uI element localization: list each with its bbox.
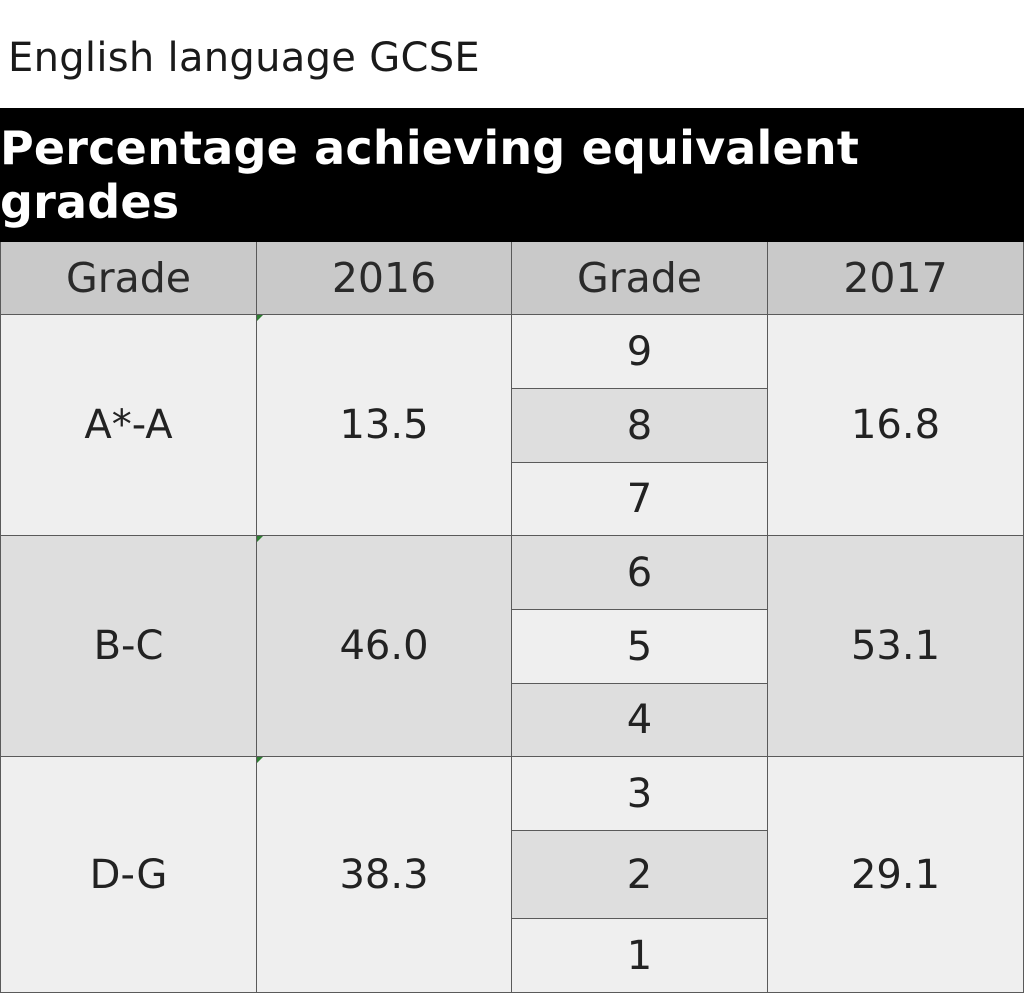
new-grade-cell: 3 bbox=[512, 757, 768, 831]
old-grade-cell: B-C bbox=[0, 536, 257, 757]
new-grade-cell: 7 bbox=[512, 463, 768, 536]
value-2017-cell: 16.8 bbox=[768, 315, 1024, 536]
new-grade-cell: 1 bbox=[512, 919, 768, 993]
new-grade-cell: 4 bbox=[512, 684, 768, 757]
value-2016-cell: 13.5 bbox=[257, 315, 512, 536]
table-title: Percentage achieving equivalent grades bbox=[0, 108, 1024, 242]
value-2017-cell: 53.1 bbox=[768, 536, 1024, 757]
new-grade-cell: 5 bbox=[512, 610, 768, 684]
value-2016-cell: 38.3 bbox=[257, 757, 512, 993]
header-grade-2016: Grade bbox=[0, 242, 257, 315]
value-2016-cell: 46.0 bbox=[257, 536, 512, 757]
header-year-2016: 2016 bbox=[257, 242, 512, 315]
new-grade-cell: 9 bbox=[512, 315, 768, 389]
header-grade-2017: Grade bbox=[512, 242, 768, 315]
new-grade-cell: 2 bbox=[512, 831, 768, 919]
value-2017-cell: 29.1 bbox=[768, 757, 1024, 993]
old-grade-cell: A*-A bbox=[0, 315, 257, 536]
old-grade-cell: D-G bbox=[0, 757, 257, 993]
new-grade-cell: 8 bbox=[512, 389, 768, 463]
new-grade-cell: 6 bbox=[512, 536, 768, 610]
header-year-2017: 2017 bbox=[768, 242, 1024, 315]
caption: English language GCSE bbox=[8, 35, 480, 81]
